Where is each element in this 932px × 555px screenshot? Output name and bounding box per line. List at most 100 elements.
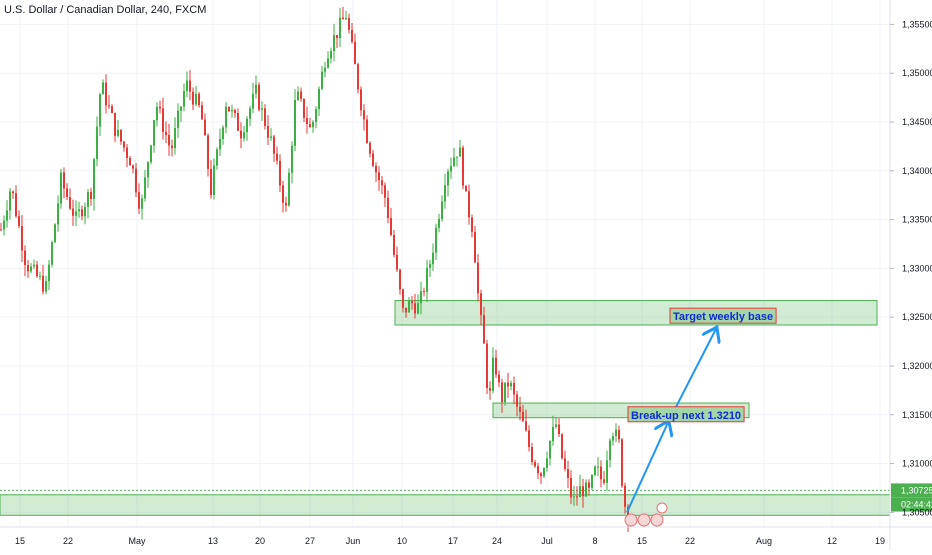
candle	[252, 82, 254, 113]
x-tick-label: 15	[15, 536, 25, 546]
candle	[159, 100, 161, 114]
candle	[609, 438, 611, 468]
candle	[162, 97, 164, 140]
candle-body	[267, 125, 269, 138]
candle	[237, 108, 239, 132]
candle	[321, 65, 323, 90]
candle-body	[555, 424, 557, 427]
candle	[240, 122, 242, 149]
candle-body	[540, 473, 542, 477]
x-tick-label: Jul	[541, 536, 553, 546]
candle	[69, 188, 71, 211]
candle-body	[231, 109, 233, 112]
candle	[381, 176, 383, 194]
candle-body	[468, 191, 470, 218]
candle	[552, 415, 554, 446]
candle-body	[273, 136, 275, 154]
candle-body	[360, 89, 362, 111]
x-tick-label: 20	[255, 536, 265, 546]
candle	[279, 154, 281, 193]
candle	[483, 306, 485, 344]
candle	[522, 404, 524, 422]
candle-body	[309, 124, 311, 128]
candle	[219, 128, 221, 157]
candle-body	[168, 135, 170, 146]
candle	[303, 98, 305, 123]
candle	[54, 223, 56, 243]
candle-body	[588, 482, 590, 488]
candle	[36, 260, 38, 278]
candles	[0, 6, 629, 533]
candle-body	[102, 82, 104, 95]
candle	[291, 141, 293, 184]
candle	[138, 183, 140, 214]
candle	[288, 168, 290, 207]
candle	[312, 120, 314, 133]
candle	[84, 202, 86, 225]
candle-body	[297, 91, 299, 100]
candle-body	[120, 129, 122, 142]
candle-body	[528, 430, 530, 448]
candle	[537, 462, 539, 480]
candle	[603, 470, 605, 485]
candle-body	[219, 139, 221, 150]
candle	[30, 263, 32, 274]
candle-body	[285, 202, 287, 206]
annotation-box	[669, 307, 777, 324]
candle	[456, 156, 458, 167]
candle	[369, 141, 371, 158]
candle-body	[177, 110, 179, 129]
candle	[471, 214, 473, 238]
candle	[429, 259, 431, 278]
candle	[327, 51, 329, 69]
candle-body	[615, 429, 617, 437]
candle-body	[369, 142, 371, 154]
candle-body	[237, 113, 239, 131]
candle	[6, 200, 8, 228]
candle-body	[111, 106, 113, 113]
candle	[447, 168, 449, 197]
candle-body	[447, 171, 449, 186]
candle-body	[480, 293, 482, 316]
candle-body	[531, 447, 533, 462]
x-tick-label: 8	[592, 536, 597, 546]
candle-body	[9, 191, 11, 211]
candle	[231, 104, 233, 118]
candle	[204, 113, 206, 136]
candle	[624, 482, 626, 514]
candle	[123, 140, 125, 152]
candle-body	[57, 203, 59, 225]
candle-body	[363, 110, 365, 120]
candle	[588, 479, 590, 496]
candle	[72, 199, 74, 226]
candle-body	[258, 84, 260, 110]
candle	[195, 86, 197, 107]
candle	[354, 33, 356, 65]
candle	[192, 87, 194, 110]
y-tick-label: 1,35000	[902, 68, 932, 78]
candle-body	[576, 496, 578, 498]
candle-body	[69, 197, 71, 209]
y-tick-label: 1,34000	[902, 166, 932, 176]
candle-body	[318, 88, 320, 110]
candle-body	[216, 149, 218, 166]
candle-body	[84, 207, 86, 217]
candle	[474, 226, 476, 263]
candle	[243, 125, 245, 142]
price-badge: 1,30725	[891, 483, 932, 498]
candle-body	[291, 145, 293, 173]
candle-body	[90, 191, 92, 199]
candle-body	[501, 382, 503, 403]
candle	[285, 196, 287, 212]
candle-body	[351, 29, 353, 42]
candle	[186, 71, 188, 97]
candle	[63, 167, 65, 199]
candle	[45, 275, 47, 295]
x-tick-label: 12	[827, 536, 837, 546]
candle-body	[123, 141, 125, 148]
candle-body	[48, 264, 50, 282]
candle-body	[474, 231, 476, 263]
candle	[258, 82, 260, 112]
candle	[39, 271, 41, 281]
candle	[384, 182, 386, 207]
